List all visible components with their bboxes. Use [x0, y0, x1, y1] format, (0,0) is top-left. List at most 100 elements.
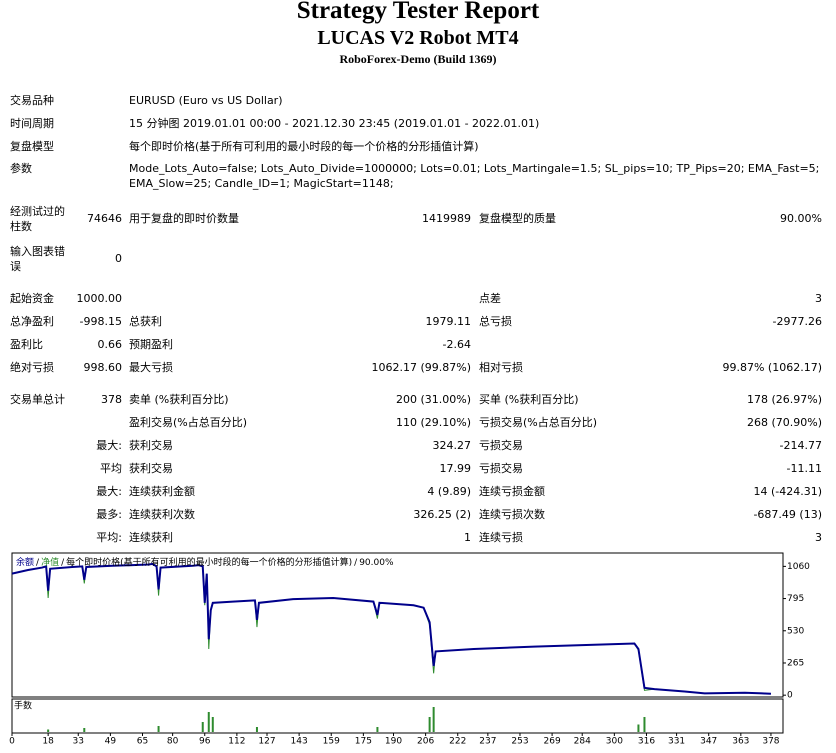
- cell-value: 最大:: [96, 485, 122, 498]
- cell-value3: -2977.26: [772, 315, 822, 328]
- cell-value2: 1419989: [422, 212, 471, 225]
- cell-label2: 卖单 (%获利百分比): [129, 393, 229, 406]
- x-tick-label: 49: [105, 737, 117, 747]
- lot-bar: [637, 724, 640, 732]
- x-tick-label: 65: [137, 737, 148, 747]
- cell-value3: 3: [815, 292, 822, 305]
- x-tick-label: 269: [544, 737, 561, 747]
- cell-label2: 获利交易: [129, 439, 173, 452]
- lot-bar: [432, 707, 435, 732]
- cell-value2: 17.99: [439, 462, 472, 475]
- lot-bar: [47, 729, 50, 732]
- x-tick-label: 237: [479, 737, 496, 747]
- cell-label: 复盘模型: [10, 140, 54, 153]
- cell-value: 平均: [100, 462, 122, 475]
- x-tick-label: 159: [323, 737, 340, 747]
- x-tick-label: 316: [638, 737, 655, 747]
- x-tick-label: 222: [449, 737, 466, 747]
- cell-value2: -2.64: [442, 338, 471, 351]
- report-title: Strategy Tester Report: [296, 0, 540, 24]
- report-subtitle: LUCAS V2 Robot MT4: [317, 27, 519, 49]
- cell-value2: 1: [464, 531, 471, 544]
- x-tick-label: 127: [258, 737, 275, 747]
- cell-value3: 268 (70.90%): [746, 416, 822, 429]
- cell-label: 绝对亏损: [10, 361, 54, 374]
- cell-label3: 总亏损: [479, 315, 512, 328]
- cell-label3: 复盘模型的质量: [479, 212, 556, 225]
- cell-value: 0.66: [97, 338, 123, 351]
- cell-label2: 总获利: [129, 315, 162, 328]
- cell-value3: 3: [815, 531, 822, 544]
- cell-value3: -11.11: [786, 462, 822, 475]
- cell-value: 最多:: [96, 508, 122, 521]
- cell-label2: 盈利交易(%占总百分比): [129, 416, 248, 429]
- lot-bar: [157, 726, 160, 732]
- cell-label: 输入图表错误: [10, 245, 65, 273]
- x-tick-label: 96: [199, 737, 211, 747]
- x-tick-label: 143: [291, 737, 308, 747]
- cell-value2: 4 (9.89): [427, 485, 471, 498]
- y-tick-label: 795: [787, 594, 804, 604]
- cell-label2: 获利交易: [129, 462, 173, 475]
- cell-value: 平均:: [96, 531, 122, 544]
- y-tick-label: 0: [787, 691, 793, 701]
- cell-label: 起始资金: [10, 292, 54, 305]
- cell-wide: Mode_Lots_Auto=false; Lots_Auto_Divide=1…: [129, 162, 820, 190]
- series-line: [11, 562, 771, 695]
- x-tick-label: 206: [417, 737, 434, 747]
- cell-label: 交易单总计: [10, 393, 65, 406]
- y-tick-label: 265: [787, 658, 804, 668]
- cell-label3: 点差: [479, 292, 501, 305]
- cell-label3: 亏损交易(%占总百分比): [479, 416, 598, 429]
- cell-value: 998.60: [83, 361, 123, 374]
- chart-header: 余额 / 净值 / 每个即时价格(基于所有可利用的最小时段的每一个价格的分形插值计算) /…: [16, 556, 394, 568]
- cell-label: 盈利比: [10, 338, 43, 351]
- x-tick-label: 33: [73, 737, 84, 747]
- cell-value3: 178 (26.97%): [746, 393, 822, 406]
- cell-value2: 200 (31.00%): [395, 393, 471, 406]
- cell-label2: 预期盈利: [129, 338, 173, 351]
- chart: 0 265 530 795 1060 0 18 33 49 65 80 96 112 127 143 159 1…: [9, 552, 810, 747]
- legend-text: /: [354, 558, 358, 568]
- lot-bar: [83, 728, 86, 732]
- x-tick-label: 284: [574, 737, 591, 747]
- cell-value: 1000.00: [76, 292, 123, 305]
- legend-text: 净值: [41, 556, 59, 568]
- x-tick-label: 112: [228, 737, 245, 747]
- x-tick-label: 190: [385, 737, 402, 747]
- y-tick-label: 1060: [787, 562, 810, 572]
- server: RoboForex-Demo (Build 1369): [339, 52, 497, 66]
- cell-value: 最大:: [96, 439, 122, 452]
- lot-bar: [376, 727, 379, 732]
- cell-label2: 连续获利: [129, 531, 173, 544]
- cell-label3: 亏损交易: [479, 439, 523, 452]
- cell-value3: -214.77: [779, 439, 822, 452]
- cell-label: 交易品种: [10, 94, 54, 107]
- cell-value: 0: [115, 252, 122, 265]
- cell-value2: 1062.17 (99.87%): [371, 361, 471, 374]
- cell-label: 总净盈利: [10, 315, 54, 328]
- cell-label2: 连续获利次数: [129, 508, 195, 521]
- x-tick-label: 175: [355, 737, 372, 747]
- lots-frame: [11, 698, 784, 734]
- legend-text: 90.00%: [359, 558, 394, 568]
- cell-value3: 14 (-424.31): [753, 485, 822, 498]
- cell-value: -998.15: [79, 315, 122, 328]
- cell-label3: 亏损交易: [479, 462, 523, 475]
- cell-wide: 每个即时价格(基于所有可利用的最小时段的每一个价格的分形插值计算): [129, 140, 479, 153]
- cell-value2: 326.25 (2): [413, 508, 471, 521]
- cell-label3: 相对亏损: [479, 361, 523, 374]
- lot-bar: [643, 717, 646, 732]
- lot-bar: [428, 717, 431, 732]
- x-tick-label: 363: [732, 737, 749, 747]
- x-tick-label: 253: [511, 737, 528, 747]
- x-tick-label: 347: [700, 737, 717, 747]
- cell-value3: 90.00%: [780, 212, 822, 225]
- lot-bar: [255, 727, 258, 732]
- cell-wide: 15 分钟图 2019.01.01 00:00 - 2021.12.30 23:…: [129, 117, 540, 130]
- cell-label: 时间周期: [10, 117, 54, 130]
- cell-value3: -687.49 (13): [753, 508, 822, 521]
- lots-label: 手数: [14, 700, 32, 712]
- x-tick-label: 18: [42, 737, 54, 747]
